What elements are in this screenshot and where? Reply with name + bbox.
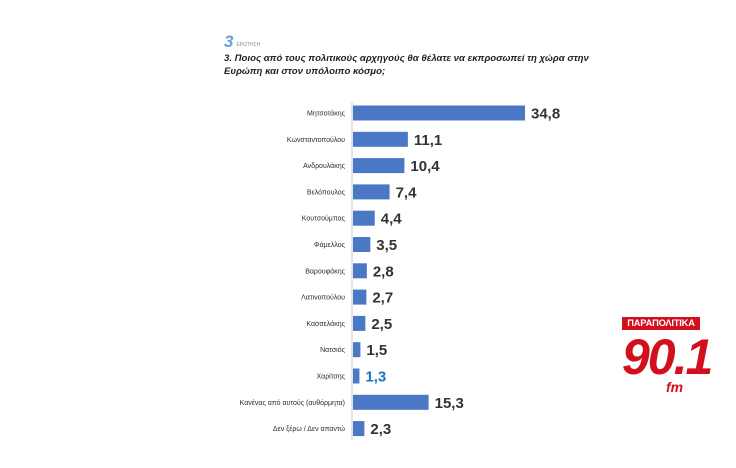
bar [353, 263, 367, 279]
value-label: 10,4 [410, 158, 440, 175]
logo-band-text: ΠΑΡΑΠΟΛΙΤΙΚΑ [622, 317, 700, 330]
bar [353, 158, 405, 174]
value-label: 2,8 [373, 263, 394, 280]
value-label: 7,4 [396, 184, 418, 201]
category-label: Βαρουφάκης [305, 267, 345, 275]
value-label: 34,8 [531, 106, 560, 123]
question-word: ΕΡΩΤΗΣΗ [236, 42, 261, 48]
value-label: 2,3 [370, 421, 391, 438]
bar [353, 237, 371, 252]
bar [353, 368, 360, 384]
bar [353, 184, 390, 200]
category-label: Φάμελλος [314, 241, 346, 249]
value-label: 2,5 [371, 316, 392, 333]
category-label: Κουτσούμπας [302, 215, 346, 223]
category-label: Μητσοτάκης [307, 110, 346, 118]
value-label: 2,7 [372, 290, 393, 307]
category-label: Κανένας από αυτούς (αυθόρμητα) [240, 399, 345, 407]
brand-logo: ΠΑΡΑΠΟΛΙΤΙΚΑ 90.1 fm [622, 317, 713, 405]
category-label: Δεν ξέρω / Δεν απαντώ [273, 425, 346, 433]
value-label: 3,5 [376, 237, 397, 254]
bar [353, 315, 366, 331]
bar [353, 289, 367, 305]
category-label: Κασσελάκης [306, 320, 345, 328]
category-label: Χαρίτσης [316, 373, 345, 381]
question-title: 3. Ποιος από τους πολιτικούς αρχηγούς θα… [224, 53, 589, 77]
value-label: 11,1 [414, 132, 442, 149]
bar [353, 394, 429, 410]
value-label: 4,4 [381, 211, 403, 228]
bar [353, 131, 408, 147]
category-label: Ανδρουλάκης [303, 162, 345, 170]
question-number: 3 [224, 32, 234, 51]
logo-fm: fm [666, 379, 684, 395]
category-label: Κωνσταντοπούλου [287, 136, 345, 144]
value-label: 1,3 [365, 369, 386, 386]
category-label: Λατινοπούλου [301, 294, 345, 302]
question-badge: 3 ΕΡΩΤΗΣΗ [224, 32, 261, 51]
bar [353, 342, 361, 358]
bar [353, 105, 525, 121]
value-label: 15,3 [435, 395, 464, 412]
value-label: 1,5 [366, 342, 387, 359]
logo-frequency: 90.1 [622, 329, 713, 385]
category-label: Βελόπουλος [307, 188, 346, 196]
bar [353, 210, 375, 226]
category-label: Νατσιός [320, 346, 346, 354]
bar [353, 421, 365, 437]
